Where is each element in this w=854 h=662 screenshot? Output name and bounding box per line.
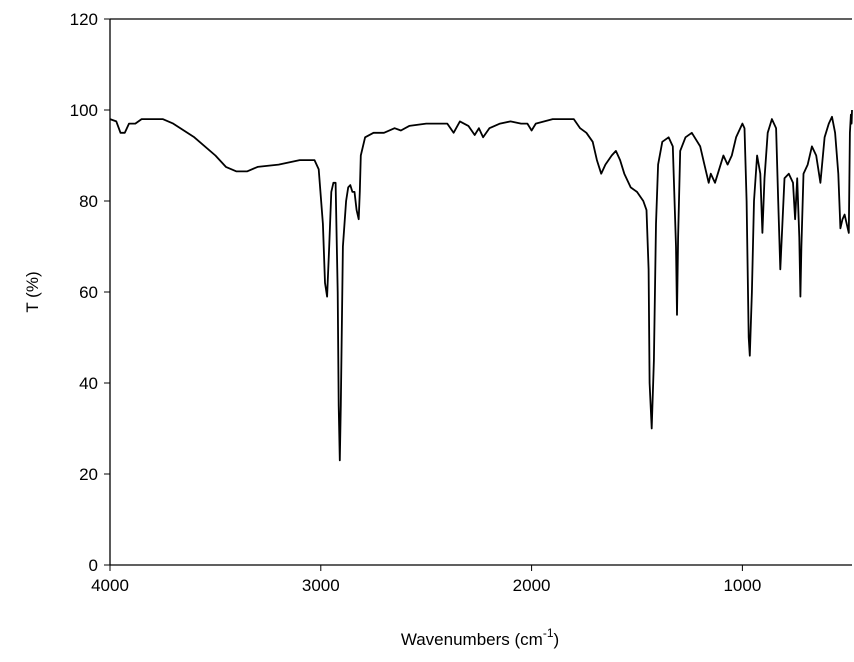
x-tick-label: 1000 (723, 576, 761, 595)
y-tick-label: 60 (79, 283, 98, 302)
y-tick-label: 80 (79, 192, 98, 211)
x-tick-label: 4000 (91, 576, 129, 595)
x-tick-label: 3000 (302, 576, 340, 595)
y-tick-label: 20 (79, 465, 98, 484)
spectrum-line (109, 109, 853, 462)
y-tick-label: 40 (79, 374, 98, 393)
y-tick-label: 120 (70, 10, 98, 29)
y-tick-label: 100 (70, 101, 98, 120)
x-tick-label: 2000 (513, 576, 551, 595)
y-axis-label: T (%) (23, 271, 42, 312)
y-tick-label: 0 (89, 556, 98, 575)
x-axis-label: Wavenumbers (cm-1) (401, 626, 559, 649)
